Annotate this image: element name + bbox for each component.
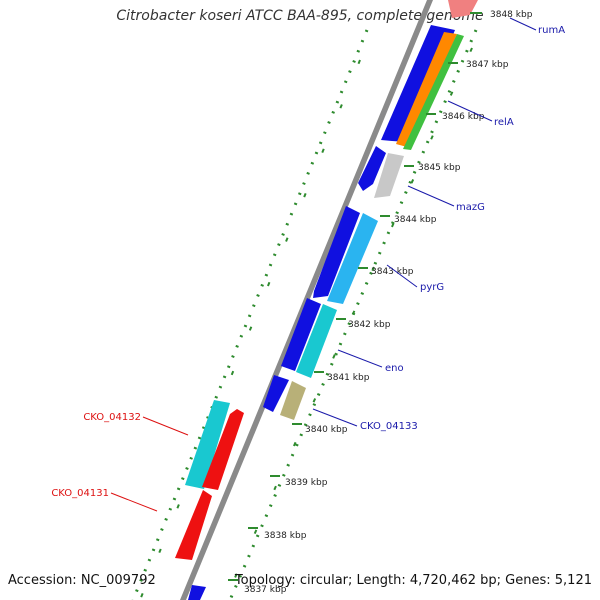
gene-label-relA[interactable]: relA bbox=[447, 100, 514, 128]
svg-text:mazG: mazG bbox=[456, 202, 485, 213]
tick-mark: 3847 kbp bbox=[448, 60, 509, 70]
gene-label-mazG[interactable]: mazG bbox=[407, 185, 485, 213]
accession-label: Accession: NC_009792 bbox=[8, 573, 156, 588]
tick-mark: 3846 kbp bbox=[426, 112, 485, 122]
gene-feature[interactable] bbox=[374, 153, 404, 198]
tick-mark: 3837 kbp bbox=[228, 579, 287, 595]
topology-summary: Topology: circular; Length: 4,720,462 bp… bbox=[234, 573, 592, 588]
tick-mark: 3843 kbp bbox=[358, 267, 414, 277]
tick-mark: 3841 kbp bbox=[314, 371, 370, 383]
svg-text:3839 kbp: 3839 kbp bbox=[285, 478, 328, 488]
gene-feature[interactable] bbox=[185, 400, 230, 489]
svg-text:CKO_04133: CKO_04133 bbox=[360, 421, 418, 432]
tick-mark: 3839 kbp bbox=[270, 475, 328, 488]
gene-feature[interactable] bbox=[448, 0, 478, 18]
gene-labels: rumA relA mazG pyrG eno CKO_04133 CKO_04… bbox=[51, 17, 565, 512]
gene-feature[interactable] bbox=[396, 32, 457, 147]
gene-feature[interactable] bbox=[296, 304, 337, 378]
tick-mark: 3842 kbp bbox=[336, 318, 391, 330]
svg-text:rumA: rumA bbox=[538, 25, 565, 36]
gene-feature[interactable] bbox=[188, 585, 206, 600]
tick-mark: 3838 kbp bbox=[248, 527, 307, 541]
gene-feature[interactable] bbox=[313, 206, 360, 298]
gene-feature[interactable] bbox=[280, 381, 306, 420]
svg-text:3847 kbp: 3847 kbp bbox=[466, 60, 509, 70]
map-title: Citrobacter koseri ATCC BAA-895, complet… bbox=[116, 8, 484, 24]
outer-dots-track bbox=[131, 29, 478, 600]
gene-label-rumA[interactable]: rumA bbox=[509, 17, 565, 36]
svg-text:CKO_04131: CKO_04131 bbox=[51, 488, 109, 499]
svg-text:3842 kbp: 3842 kbp bbox=[348, 320, 391, 330]
svg-text:3840 kbp: 3840 kbp bbox=[305, 425, 348, 435]
gene-feature[interactable] bbox=[327, 213, 378, 304]
gene-label-eno[interactable]: eno bbox=[337, 349, 404, 374]
gene-label-pyrG[interactable]: pyrG bbox=[386, 264, 444, 293]
tick-mark: 3844 kbp bbox=[380, 215, 437, 225]
tick-mark: 3845 kbp bbox=[404, 163, 461, 173]
svg-text:3846 kbp: 3846 kbp bbox=[442, 112, 485, 122]
svg-text:pyrG: pyrG bbox=[420, 282, 444, 293]
svg-text:CKO_04132: CKO_04132 bbox=[83, 412, 141, 423]
gene-track bbox=[175, 0, 478, 600]
svg-text:3843 kbp: 3843 kbp bbox=[371, 267, 414, 277]
gene-feature[interactable] bbox=[175, 490, 212, 560]
gene-label-CKO_04132[interactable]: CKO_04132 bbox=[83, 412, 189, 436]
tick-mark: 3840 kbp bbox=[292, 423, 348, 435]
svg-text:3838 kbp: 3838 kbp bbox=[264, 531, 307, 541]
tick-mark: 3848 kbp bbox=[470, 10, 533, 20]
gene-feature[interactable] bbox=[358, 146, 386, 191]
svg-text:3841 kbp: 3841 kbp bbox=[327, 373, 370, 383]
svg-text:3848 kbp: 3848 kbp bbox=[490, 10, 533, 20]
svg-text:relA: relA bbox=[494, 117, 514, 128]
gene-feature[interactable] bbox=[263, 375, 289, 412]
gene-feature[interactable] bbox=[281, 298, 321, 371]
svg-text:3844 kbp: 3844 kbp bbox=[394, 215, 437, 225]
tick-track: 3848 kbp 3847 kbp 3846 kbp 3845 kbp 3844… bbox=[228, 10, 533, 595]
gene-feature[interactable] bbox=[202, 409, 244, 490]
svg-text:3837 kbp: 3837 kbp bbox=[244, 585, 287, 595]
gene-label-CKO_04131[interactable]: CKO_04131 bbox=[51, 488, 158, 512]
svg-text:3845 kbp: 3845 kbp bbox=[418, 163, 461, 173]
svg-text:eno: eno bbox=[385, 363, 404, 374]
gene-label-CKO_04133[interactable]: CKO_04133 bbox=[312, 408, 418, 432]
